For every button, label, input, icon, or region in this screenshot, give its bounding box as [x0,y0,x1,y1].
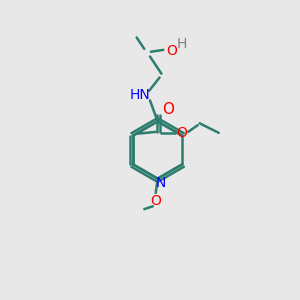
Text: HN: HN [130,88,151,102]
Text: O: O [176,126,187,140]
Text: O: O [150,194,161,208]
Text: O: O [162,102,174,117]
Text: N: N [155,176,166,190]
Text: H: H [176,37,187,51]
Text: O: O [167,44,177,58]
